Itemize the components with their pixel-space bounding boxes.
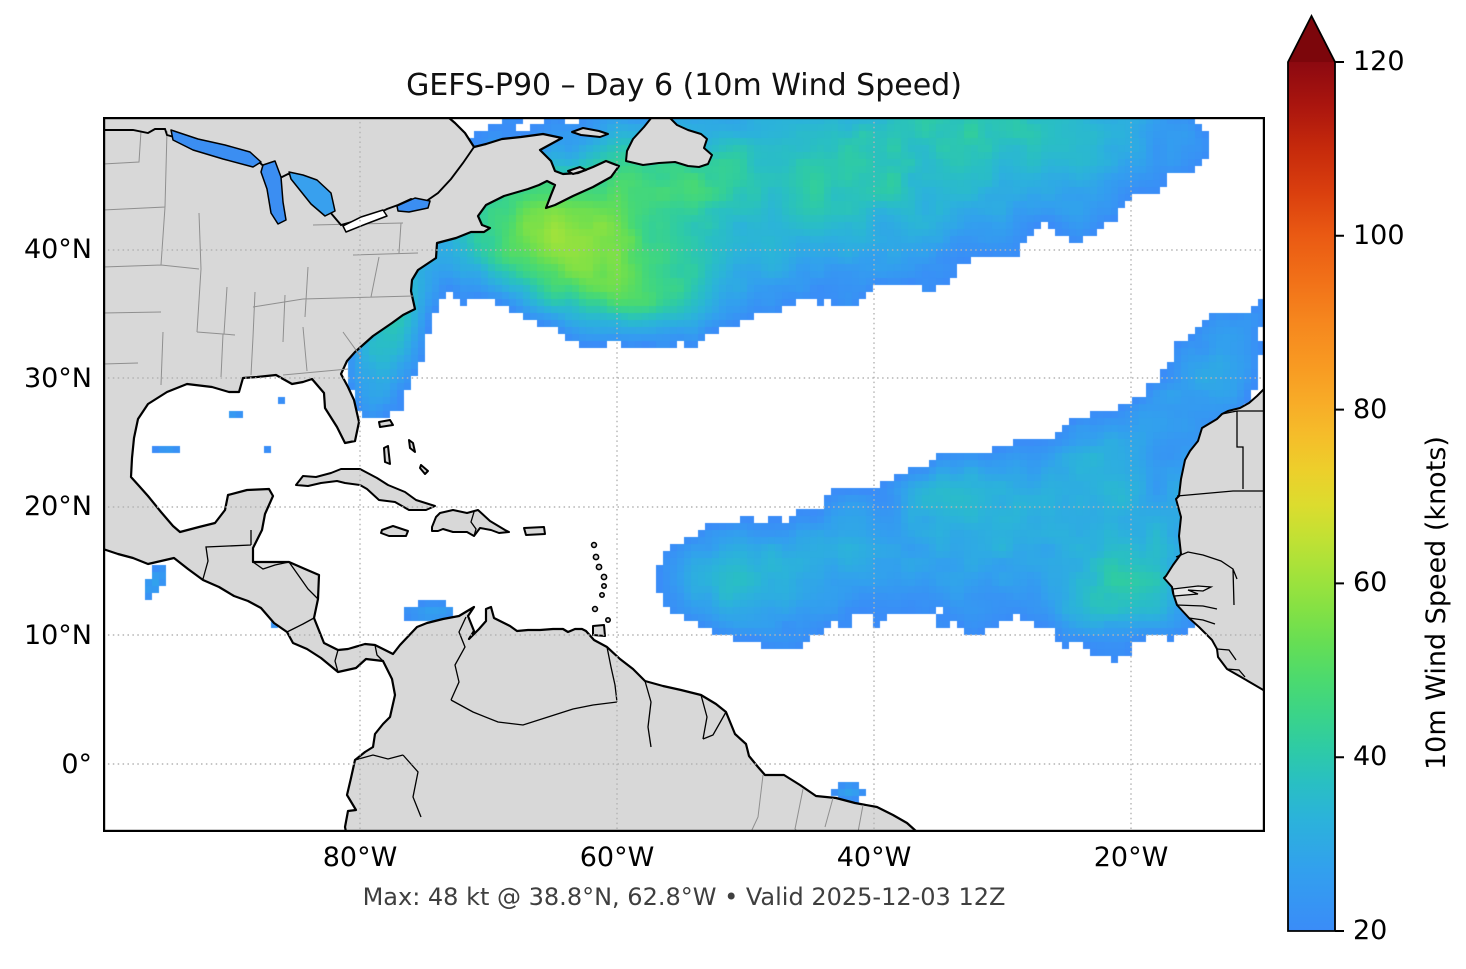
colorbar-extend-arrow [1288, 16, 1335, 62]
lesser-antilles [590, 541, 611, 623]
x-tick-20w: 20°W [1093, 842, 1169, 873]
great-lakes [170, 129, 431, 233]
colorbar-ticks [1335, 61, 1344, 932]
page-title: GEFS-P90 – Day 6 (10m Wind Speed) [406, 68, 962, 103]
lake-michigan [260, 160, 287, 225]
cb-tick-40: 40 [1353, 741, 1388, 772]
island-anticosti [571, 127, 609, 138]
state-borders [103, 130, 419, 386]
cb-tick-120: 120 [1353, 46, 1405, 77]
country-borders-africa [1172, 410, 1265, 678]
y-tick-30n: 30°N [23, 363, 92, 394]
country-borders-americas [202, 511, 727, 818]
cb-tick-20: 20 [1353, 915, 1388, 946]
x-tick-80w: 80°W [322, 842, 398, 873]
island-jamaica [380, 525, 409, 537]
y-tick-10n: 10°N [23, 620, 92, 651]
x-tick-40w: 40°W [836, 842, 912, 873]
y-tick-0: 0° [61, 749, 92, 780]
island-puerto-rico [523, 526, 546, 536]
island-newfoundland [625, 117, 713, 168]
brazil-state-borders [750, 774, 864, 832]
cb-tick-80: 80 [1353, 394, 1388, 425]
y-tick-20n: 20°N [23, 491, 92, 522]
lake-erie [342, 209, 388, 233]
colorbar-outline [1287, 14, 1336, 932]
islands-bahamas [378, 419, 429, 475]
map-overlay [103, 117, 1265, 832]
island-hispaniola [431, 509, 510, 537]
lake-ontario [396, 197, 431, 213]
islands [295, 117, 713, 637]
island-trinidad [592, 624, 606, 637]
map-frame [103, 117, 1265, 832]
landmass-americas [103, 117, 919, 832]
max-annotation: Max: 48 kt @ 38.8°N, 62.8°W • Valid 2025… [362, 883, 1006, 911]
colorbar [1287, 14, 1344, 932]
wind-map [103, 117, 1265, 832]
island-cuba [295, 468, 436, 511]
colorbar-gradient [1288, 62, 1335, 931]
landmass-africa [1163, 387, 1265, 692]
cb-tick-60: 60 [1353, 567, 1388, 598]
island-pei [567, 166, 587, 175]
lake-superior [170, 129, 262, 168]
x-tick-60w: 60°W [579, 842, 655, 873]
lake-huron [288, 171, 336, 217]
y-tick-40n: 40°N [23, 234, 92, 265]
gambia-sliver [1172, 585, 1214, 597]
cb-tick-100: 100 [1353, 220, 1405, 251]
